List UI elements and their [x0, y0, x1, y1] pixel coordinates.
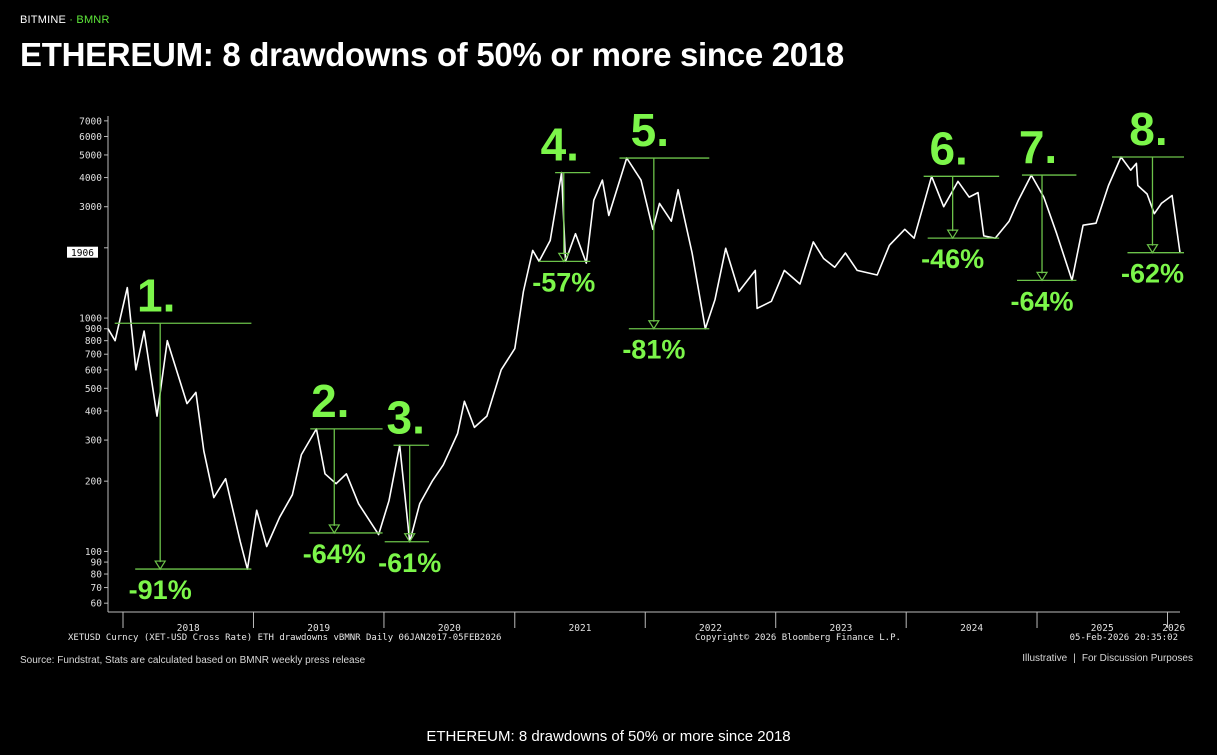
brand-name: BITMINE: [20, 14, 67, 26]
drawdown-number: 2.: [311, 375, 349, 427]
drawdown-percent: -46%: [921, 244, 984, 274]
drawdown-arrowhead: [557, 252, 570, 263]
drawdown-arrowhead: [946, 229, 959, 240]
drawdown-number: 4.: [541, 119, 579, 171]
chart-footer-center: Copyright© 2026 Bloomberg Finance L.P.: [695, 633, 901, 643]
drawdown-percent: -64%: [1011, 286, 1074, 316]
eth-price-line: [107, 156, 1181, 570]
brand-label: BITMINE · BMNR: [20, 14, 110, 26]
drawdown-percent: -62%: [1121, 259, 1184, 289]
x-tick-label: 2022: [699, 623, 722, 634]
y-tick-label: 6000: [79, 132, 102, 143]
drawdown-group: 5. -81%: [619, 104, 710, 365]
series-layer: [107, 156, 1181, 570]
last-price-marker: 1906: [67, 246, 98, 259]
discussion-label: For Discussion Purposes: [1081, 653, 1193, 664]
drawdown-arrowhead: [1035, 271, 1049, 282]
y-tick-label: 80: [91, 570, 103, 581]
y-tick-label: 4000: [79, 173, 102, 184]
x-tick-label: 2025: [1091, 623, 1114, 634]
drawdown-group: 3. -61%: [378, 391, 441, 577]
chart-footer-left: XETUSD Curncy (XET-USD Cross Rate) ETH d…: [68, 633, 501, 643]
drawdown-number: 6.: [929, 122, 967, 174]
y-tick-label: 900: [85, 324, 102, 335]
drawdown-group: 1. -91%: [114, 269, 252, 605]
y-tick-label: 300: [85, 436, 102, 447]
x-tick-label: 2023: [830, 623, 853, 634]
x-axis: 2018 2019 2020 2021 2022 2023 2024 2025 2026: [108, 611, 1185, 634]
y-tick-label: 70: [91, 583, 103, 594]
x-tick-label: 2026: [1162, 623, 1185, 634]
y-tick-label: 100: [85, 547, 102, 558]
drawdown-percent: -91%: [129, 575, 192, 605]
drawdown-percent: -57%: [532, 267, 595, 297]
drawdown-percent: -64%: [303, 539, 366, 569]
drawdown-arrowhead: [403, 533, 416, 543]
drawdown-percent: -81%: [622, 335, 685, 365]
y-tick-label: 200: [85, 477, 102, 488]
drawdown-arrowhead: [154, 560, 167, 571]
y-tick-label: 1000: [79, 314, 102, 325]
x-tick-label: 2020: [438, 623, 461, 634]
last-price-box: [67, 246, 98, 258]
x-tick-label: 2024: [960, 623, 983, 634]
x-tick-label: 2021: [569, 623, 592, 634]
y-tick-label: 3000: [79, 202, 102, 213]
caption: ETHEREUM: 8 drawdowns of 50% or more sin…: [426, 728, 791, 745]
drawdown-number: 7.: [1019, 121, 1057, 173]
drawdown-number: 3.: [387, 391, 425, 443]
last-price-label: 1906: [71, 248, 94, 259]
drawdown-group: 2. -64%: [303, 375, 383, 569]
drawdown-group: 8. -62%: [1112, 103, 1184, 289]
source-note: Source: Fundstrat, Stats are calculated …: [20, 655, 366, 666]
drawdown-arrowhead: [328, 524, 341, 535]
chart-footer-right: 05-Feb-2026 20:35:02: [1070, 633, 1178, 643]
y-tick-label: 5000: [79, 150, 102, 161]
drawdown-group: 4. -57%: [532, 119, 595, 298]
drawdown-annotations: 1. -91% 2. -64% 3. -61% 4. -57% 5. -81% 6. -46% 7. -6…: [114, 103, 1184, 605]
y-tick-label: 800: [85, 336, 102, 347]
drawdown-percent: -61%: [378, 548, 441, 578]
brand-separator: ·: [66, 14, 77, 26]
y-tick-label: 90: [91, 558, 103, 569]
y-tick-label: 700: [85, 350, 102, 361]
drawdown-number: 1.: [137, 269, 175, 321]
y-tick-label: 600: [85, 365, 102, 376]
y-tick-label: 7000: [79, 116, 102, 127]
disclaimer-separator: |: [1073, 653, 1076, 664]
disclaimer: Illustrative | For Discussion Purposes: [1022, 653, 1193, 664]
brand-ticker: BMNR: [76, 14, 110, 26]
y-tick-label: 400: [85, 406, 102, 417]
drawdown-arrowhead: [647, 320, 660, 330]
drawdown-group: 6. -46%: [921, 122, 1000, 274]
x-tick-label: 2018: [177, 623, 200, 634]
drawdown-arrowhead: [1146, 244, 1159, 254]
x-tick-label: 2019: [307, 623, 330, 634]
y-tick-label: 500: [85, 384, 102, 395]
illustrative-label: Illustrative: [1022, 653, 1068, 664]
chart-title: ETHEREUM: 8 drawdowns of 50% or more sin…: [20, 36, 844, 73]
drawdown-number: 8.: [1129, 103, 1167, 155]
y-tick-label: 60: [91, 599, 103, 610]
drawdown-number: 5.: [631, 104, 669, 156]
drawdown-group: 7. -64%: [1011, 121, 1077, 316]
